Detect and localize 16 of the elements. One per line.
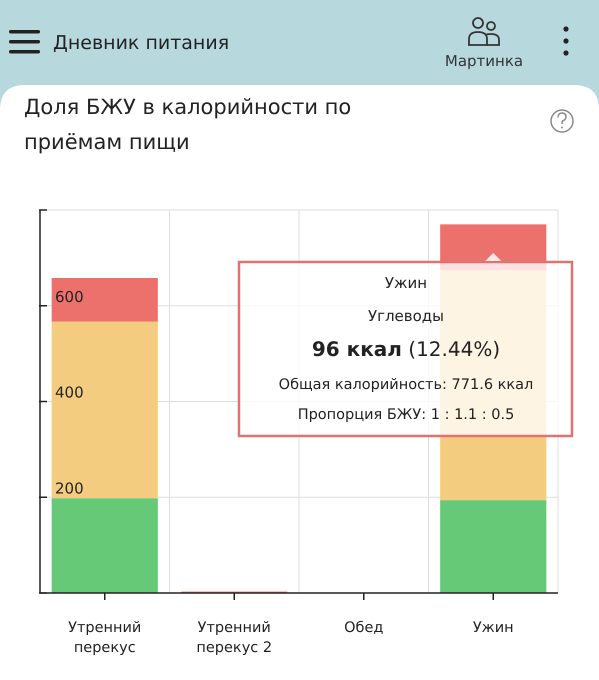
y-tick-label: 200 [55, 479, 84, 498]
x-tick-label: Утренний перекус [68, 620, 142, 656]
y-tick-label: 600 [55, 288, 84, 306]
x-tick-label: Обед [344, 620, 384, 636]
y-tick-label: 400 [55, 384, 84, 402]
annotation: (12.44%) [402, 337, 500, 361]
annotation: Пропорция БЖУ: 1 : 1.1 : 0.5 [298, 407, 514, 423]
text: Мартинка [444, 52, 524, 70]
annotation: Общая калорийность: 771.6 ккал [278, 377, 534, 393]
x-tick-label: Утренний перекус 2 [196, 620, 272, 656]
annotation: Углеводы [368, 307, 444, 325]
annotation: 96 ккал [312, 337, 402, 361]
x-tick-label: Ужин [472, 620, 514, 636]
text: Дневник питания [53, 32, 230, 54]
chart-title: Доля БЖУ в калорийности по приёмам пищи [24, 95, 352, 154]
annotation: Ужин [384, 274, 428, 292]
